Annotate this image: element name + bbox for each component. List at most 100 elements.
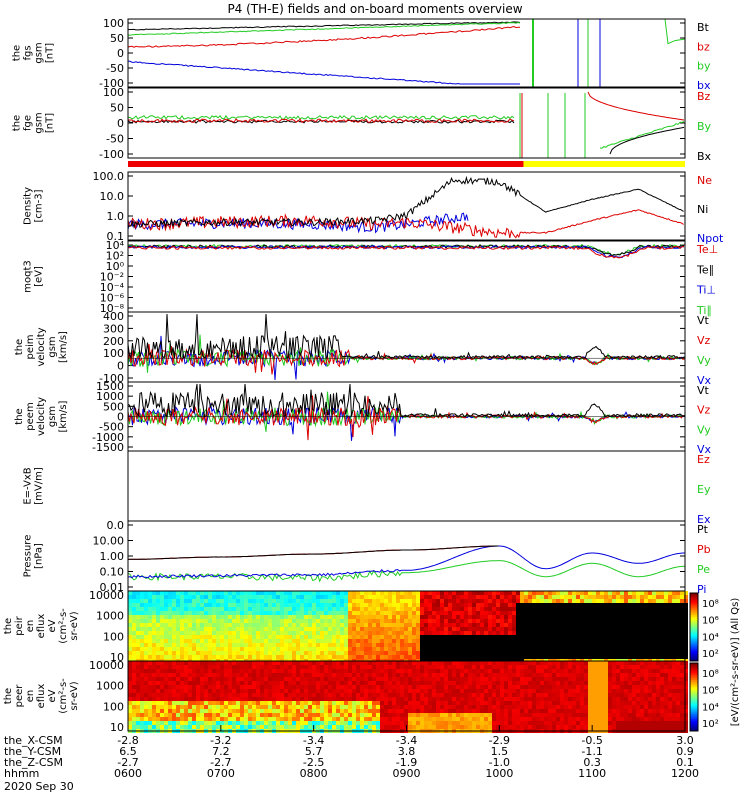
spectro-cell (136, 701, 140, 705)
spectro-cell (136, 677, 140, 681)
density-traces (127, 175, 684, 239)
spectro-cell (132, 665, 136, 669)
spectro-cell (608, 693, 612, 697)
spectro-cell (236, 693, 240, 697)
spectro-cell (500, 615, 504, 619)
spectro-cell (468, 623, 472, 627)
spectro-cell (212, 721, 216, 725)
spectro-cell (352, 717, 356, 721)
spectro-cell (536, 697, 540, 701)
spectro-cell (280, 673, 284, 677)
spectro-cell (436, 635, 440, 639)
spectro-cell (668, 639, 672, 643)
spectro-cell (504, 607, 508, 611)
spectro-cell (372, 665, 376, 669)
spectro-cell (576, 603, 580, 607)
spectro-cell (392, 705, 396, 709)
spectro-cell (388, 709, 392, 713)
spectro-cell (500, 619, 504, 623)
spectro-cell (316, 639, 320, 643)
spectro-cell (560, 599, 564, 603)
spectro-cell (204, 693, 208, 697)
spectro-cell (320, 651, 324, 655)
spectro-cell (180, 685, 184, 689)
spectro-cell (548, 615, 552, 619)
spectro-cell (316, 717, 320, 721)
spectro-cell (408, 595, 412, 599)
spectro-cell (540, 665, 544, 669)
spectro-cell (672, 615, 676, 619)
spectro-cell (488, 591, 492, 595)
spectro-cell (312, 599, 316, 603)
spectro-cell (260, 623, 264, 627)
spectro-cell (604, 635, 608, 639)
spectro-cell (392, 595, 396, 599)
spectro-cell (596, 701, 600, 705)
spectro-cell (276, 647, 280, 651)
spectro-cell (292, 709, 296, 713)
spectro-cell (628, 619, 632, 623)
spectro-cell (164, 603, 168, 607)
spectro-cell (464, 635, 468, 639)
spectro-cell (640, 615, 644, 619)
spectro-cell (360, 713, 364, 717)
spectro-cell (128, 713, 132, 717)
spectro-cell (220, 651, 224, 655)
spectro-cell (132, 655, 136, 659)
spectro-cell (528, 697, 532, 701)
spectro-cell (152, 721, 156, 725)
spectro-cell (180, 705, 184, 709)
spectro-cell (260, 689, 264, 693)
spectro-cell (224, 611, 228, 615)
spectro-cell (552, 665, 556, 669)
spectro-cell (672, 591, 676, 595)
spectro-cell (540, 677, 544, 681)
mode-bar-yellow (523, 161, 685, 167)
spectro-cell (640, 611, 644, 615)
spectro-cell (308, 619, 312, 623)
spectro-cell (612, 677, 616, 681)
spectro-cell (416, 681, 420, 685)
spectro-cell (204, 713, 208, 717)
spectro-cell (340, 709, 344, 713)
spectro-cell (236, 615, 240, 619)
spectro-cell (404, 689, 408, 693)
spectro-cell (504, 689, 508, 693)
spectro-cell (164, 607, 168, 611)
ytick-label: 10.00 (93, 535, 125, 548)
spectro-cell (432, 709, 436, 713)
spectro-cell (132, 697, 136, 701)
spectro-cell (576, 623, 580, 627)
spectro-cell (376, 623, 380, 627)
spectro-cell (416, 677, 420, 681)
spectro-cell (288, 681, 292, 685)
spectro-cell (404, 713, 408, 717)
spectro-cell (524, 595, 528, 599)
spectro-cell (588, 709, 592, 713)
spectro-cell (168, 709, 172, 713)
spectro-cell (340, 647, 344, 651)
spectro-cell (500, 627, 504, 631)
ytick-label: 0 (117, 411, 124, 424)
spectro-cell (416, 591, 420, 595)
spectro-cell (200, 643, 204, 647)
spectro-cell (608, 635, 612, 639)
spectro-cell (616, 595, 620, 599)
spectro-cell (248, 639, 252, 643)
spectro-cell (612, 685, 616, 689)
spectro-cell (408, 611, 412, 615)
spectro-cell (224, 697, 228, 701)
spectro-cell (564, 599, 568, 603)
spectro-cell (284, 599, 288, 603)
spectro-cell (312, 677, 316, 681)
spectro-cell (420, 591, 424, 595)
spectro-cell (376, 665, 380, 669)
spectro-cell (612, 611, 616, 615)
spectro-cell (252, 669, 256, 673)
spectro-cell (580, 701, 584, 705)
spectro-cell (164, 619, 168, 623)
spectro-cell (592, 611, 596, 615)
spectro-cell (516, 611, 520, 615)
spectro-cell (176, 681, 180, 685)
spectro-cell (544, 619, 548, 623)
